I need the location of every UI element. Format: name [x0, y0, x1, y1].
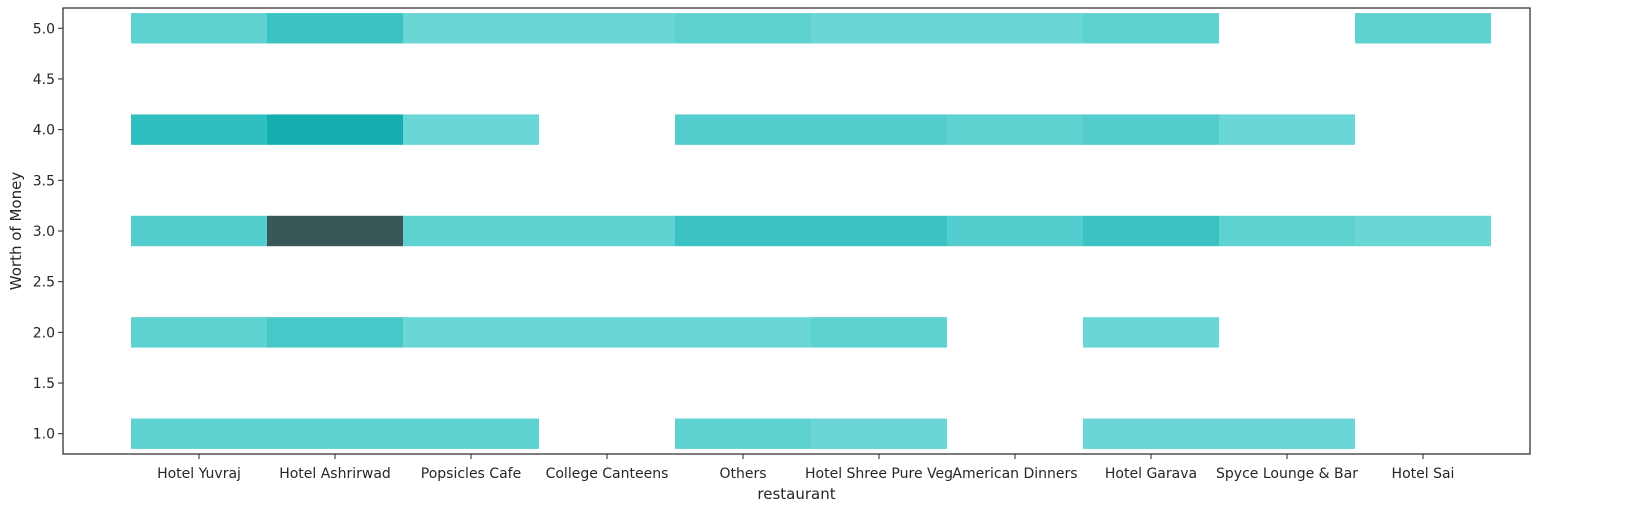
heatmap-cell — [131, 215, 267, 247]
x-tick-label: College Canteens — [546, 466, 669, 482]
x-tick-label: Others — [719, 466, 766, 482]
y-tick-label: 3.5 — [33, 173, 55, 189]
x-axis-label: restaurant — [757, 485, 835, 503]
x-tick-label: Hotel Yuvraj — [157, 466, 241, 482]
heatmap-cell — [539, 317, 675, 348]
heatmap-cell — [811, 215, 947, 247]
heatmap-cells — [131, 13, 1491, 449]
heatmap-cell — [1219, 418, 1355, 449]
y-tick-label: 2.0 — [33, 325, 55, 341]
y-axis-label: Worth of Money — [7, 172, 25, 291]
heatmap-cell — [675, 317, 811, 348]
heatmap-cell — [403, 13, 539, 44]
x-axis-ticks: Hotel Yuvraj Hotel Ashrirwad Popsicles Caf… — [157, 454, 1454, 482]
heatmap-cell — [131, 114, 267, 145]
heatmap-cell — [403, 317, 539, 348]
heatmap-cell — [267, 418, 403, 449]
heatmap-cell — [403, 418, 539, 449]
x-tick-label: Hotel Shree Pure Veg — [805, 466, 953, 482]
heatmap-cell — [131, 317, 267, 348]
y-tick-label: 5.0 — [33, 21, 55, 37]
y-tick-label: 4.0 — [33, 123, 55, 139]
heatmap-cell — [131, 418, 267, 449]
heatmap-cell — [947, 114, 1083, 145]
x-tick-label: Popsicles Cafe — [421, 466, 521, 482]
heatmap-cell — [131, 13, 267, 44]
heatmap-cell — [1083, 418, 1219, 449]
heatmap-cell — [1219, 114, 1355, 145]
heatmap-cell — [539, 13, 675, 44]
heatmap-cell — [1355, 215, 1491, 247]
heatmap-cell — [675, 418, 811, 449]
heatmap-cell — [267, 13, 403, 44]
x-tick-label: Hotel Sai — [1392, 466, 1455, 482]
x-tick-label: Hotel Garava — [1105, 466, 1197, 482]
heatmap-cell — [1083, 114, 1219, 145]
x-tick-label: Hotel Ashrirwad — [279, 466, 391, 482]
y-tick-label: 4.5 — [33, 72, 55, 88]
heatmap-cell — [1219, 215, 1355, 247]
x-tick-label: American Dinners — [952, 466, 1077, 482]
heatmap-cell — [403, 114, 539, 145]
heatmap-cell — [811, 114, 947, 145]
heatmap-cell — [811, 317, 947, 348]
heatmap-cell — [1083, 215, 1219, 247]
y-tick-label: 3.0 — [33, 224, 55, 240]
heatmap-cell — [1083, 13, 1219, 44]
heatmap-cell — [1083, 317, 1219, 348]
y-axis-ticks: 1.0 1.5 2.0 2.5 3.0 3.5 4.0 4.5 5.0 — [33, 21, 63, 443]
heatmap-cell — [947, 215, 1083, 247]
heatmap-cell — [811, 418, 947, 449]
heatmap-cell — [403, 215, 539, 247]
heatmap-cell — [267, 215, 403, 247]
heatmap-cell — [675, 13, 811, 44]
heatmap-cell — [811, 13, 947, 44]
heatmap-cell — [947, 13, 1083, 44]
heatmap-cell — [1355, 13, 1491, 44]
heatmap-cell — [675, 215, 811, 247]
y-tick-label: 1.5 — [33, 376, 55, 392]
y-tick-label: 2.5 — [33, 275, 55, 291]
heatmap-cell — [267, 317, 403, 348]
heatmap-cell — [675, 114, 811, 145]
y-tick-label: 1.0 — [33, 427, 55, 443]
heatmap-cell — [267, 114, 403, 145]
x-tick-label: Spyce Lounge & Bar — [1216, 466, 1358, 482]
heatmap-cell — [539, 215, 675, 247]
